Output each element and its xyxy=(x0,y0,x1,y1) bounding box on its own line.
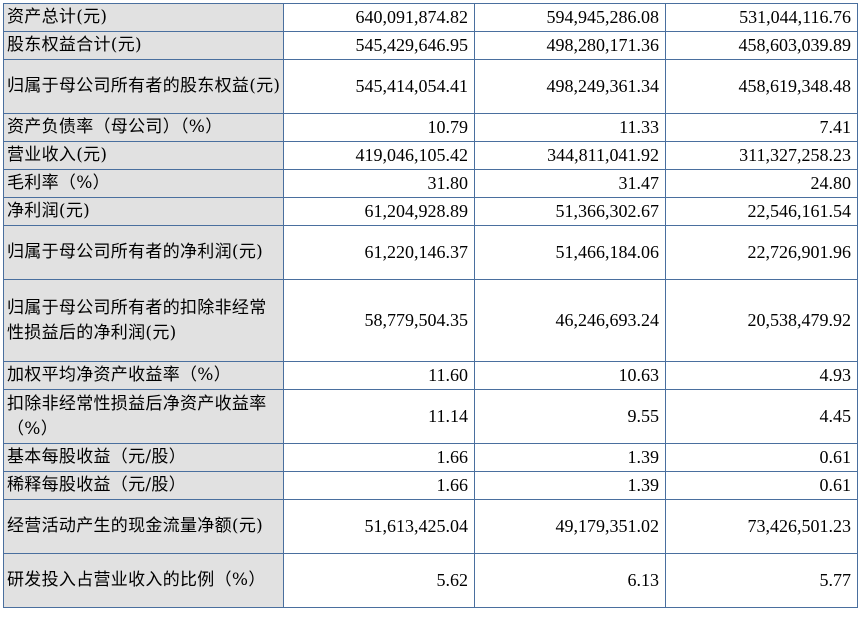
value-cell: 10.63 xyxy=(474,361,666,390)
value-cell: 49,179,351.02 xyxy=(474,499,666,554)
row-label: 稀释每股收益（元/股） xyxy=(3,471,284,500)
table-row: 营业收入(元) 419,046,105.42 344,811,041.92 31… xyxy=(3,141,858,170)
table-row: 毛利率（%） 31.80 31.47 24.80 xyxy=(3,169,858,198)
value-cell: 0.61 xyxy=(665,471,858,500)
row-label: 研发投入占营业收入的比例（%） xyxy=(3,553,284,608)
value-cell: 531,044,116.76 xyxy=(665,3,858,32)
table-row: 加权平均净资产收益率（%） 11.60 10.63 4.93 xyxy=(3,361,858,390)
row-label: 资产负债率（母公司）（%） xyxy=(3,113,284,142)
value-cell: 4.93 xyxy=(665,361,858,390)
financial-indicators-table: 资产总计(元) 640,091,874.82 594,945,286.08 53… xyxy=(3,3,858,608)
value-cell: 545,429,646.95 xyxy=(283,31,475,60)
value-cell: 344,811,041.92 xyxy=(474,141,666,170)
value-cell: 20,538,479.92 xyxy=(665,279,858,362)
value-cell: 9.55 xyxy=(474,389,666,444)
value-cell: 10.79 xyxy=(283,113,475,142)
value-cell: 7.41 xyxy=(665,113,858,142)
value-cell: 4.45 xyxy=(665,389,858,444)
value-cell: 1.66 xyxy=(283,471,475,500)
value-cell: 61,220,146.37 xyxy=(283,225,475,280)
row-label: 扣除非经常性损益后净资产收益率（%） xyxy=(3,389,284,444)
row-label: 营业收入(元) xyxy=(3,141,284,170)
row-label: 归属于母公司所有者的股东权益(元) xyxy=(3,59,284,114)
value-cell: 6.13 xyxy=(474,553,666,608)
table-row: 基本每股收益（元/股） 1.66 1.39 0.61 xyxy=(3,443,858,472)
table-row: 资产负债率（母公司）（%） 10.79 11.33 7.41 xyxy=(3,113,858,142)
table-row: 归属于母公司所有者的扣除非经常性损益后的净利润(元) 58,779,504.35… xyxy=(3,279,858,362)
value-cell: 51,366,302.67 xyxy=(474,197,666,226)
value-cell: 22,726,901.96 xyxy=(665,225,858,280)
value-cell: 5.77 xyxy=(665,553,858,608)
row-label: 经营活动产生的现金流量净额(元) xyxy=(3,499,284,554)
value-cell: 11.14 xyxy=(283,389,475,444)
value-cell: 311,327,258.23 xyxy=(665,141,858,170)
table-row: 净利润(元) 61,204,928.89 51,366,302.67 22,54… xyxy=(3,197,858,226)
value-cell: 458,603,039.89 xyxy=(665,31,858,60)
value-cell: 458,619,348.48 xyxy=(665,59,858,114)
table-row: 归属于母公司所有者的净利润(元) 61,220,146.37 51,466,18… xyxy=(3,225,858,280)
table-row: 归属于母公司所有者的股东权益(元) 545,414,054.41 498,249… xyxy=(3,59,858,114)
table-row: 扣除非经常性损益后净资产收益率（%） 11.14 9.55 4.45 xyxy=(3,389,858,444)
value-cell: 11.60 xyxy=(283,361,475,390)
table-row: 资产总计(元) 640,091,874.82 594,945,286.08 53… xyxy=(3,3,858,32)
value-cell: 1.66 xyxy=(283,443,475,472)
row-label: 加权平均净资产收益率（%） xyxy=(3,361,284,390)
value-cell: 0.61 xyxy=(665,443,858,472)
table-row: 稀释每股收益（元/股） 1.66 1.39 0.61 xyxy=(3,471,858,500)
row-label: 净利润(元) xyxy=(3,197,284,226)
value-cell: 498,280,171.36 xyxy=(474,31,666,60)
row-label: 毛利率（%） xyxy=(3,169,284,198)
value-cell: 1.39 xyxy=(474,471,666,500)
value-cell: 545,414,054.41 xyxy=(283,59,475,114)
value-cell: 419,046,105.42 xyxy=(283,141,475,170)
value-cell: 51,613,425.04 xyxy=(283,499,475,554)
table-row: 经营活动产生的现金流量净额(元) 51,613,425.04 49,179,35… xyxy=(3,499,858,554)
row-label: 股东权益合计(元) xyxy=(3,31,284,60)
table-row: 股东权益合计(元) 545,429,646.95 498,280,171.36 … xyxy=(3,31,858,60)
row-label: 基本每股收益（元/股） xyxy=(3,443,284,472)
value-cell: 5.62 xyxy=(283,553,475,608)
value-cell: 73,426,501.23 xyxy=(665,499,858,554)
value-cell: 51,466,184.06 xyxy=(474,225,666,280)
value-cell: 31.47 xyxy=(474,169,666,198)
table-row: 研发投入占营业收入的比例（%） 5.62 6.13 5.77 xyxy=(3,553,858,608)
value-cell: 61,204,928.89 xyxy=(283,197,475,226)
value-cell: 594,945,286.08 xyxy=(474,3,666,32)
value-cell: 24.80 xyxy=(665,169,858,198)
row-label: 资产总计(元) xyxy=(3,3,284,32)
value-cell: 31.80 xyxy=(283,169,475,198)
value-cell: 58,779,504.35 xyxy=(283,279,475,362)
value-cell: 498,249,361.34 xyxy=(474,59,666,114)
value-cell: 1.39 xyxy=(474,443,666,472)
row-label: 归属于母公司所有者的净利润(元) xyxy=(3,225,284,280)
value-cell: 11.33 xyxy=(474,113,666,142)
value-cell: 22,546,161.54 xyxy=(665,197,858,226)
value-cell: 46,246,693.24 xyxy=(474,279,666,362)
row-label: 归属于母公司所有者的扣除非经常性损益后的净利润(元) xyxy=(3,279,284,362)
value-cell: 640,091,874.82 xyxy=(283,3,475,32)
